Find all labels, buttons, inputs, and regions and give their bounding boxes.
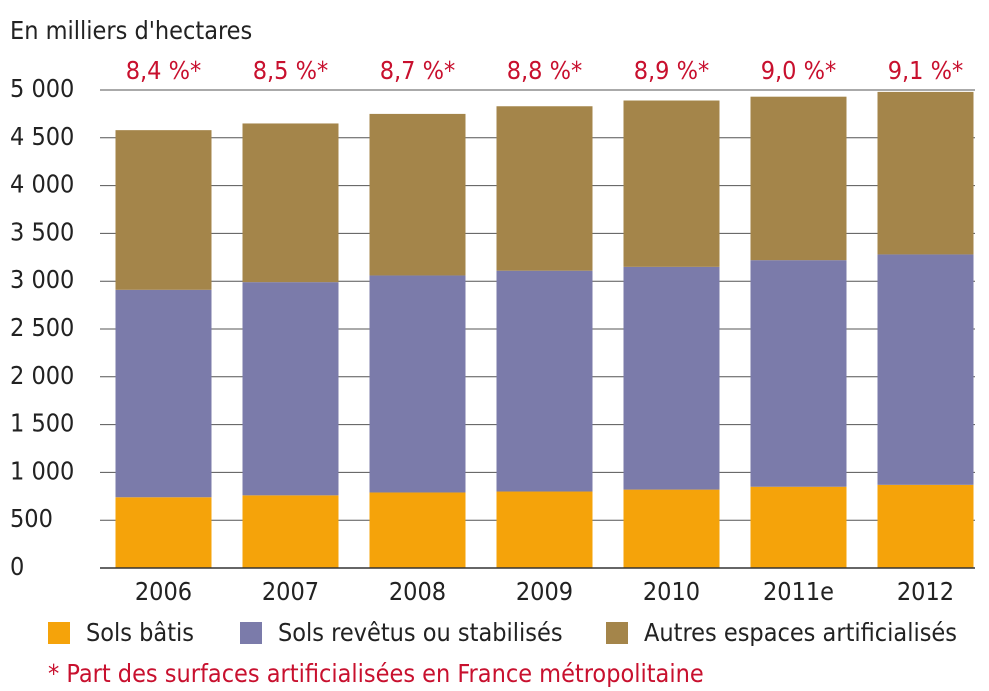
y-tick-label: 3 000 xyxy=(10,265,74,294)
x-tick-label: 2006 xyxy=(135,577,192,606)
y-tick-label: 1 500 xyxy=(10,409,74,438)
x-tick-label: 2011e xyxy=(763,577,834,606)
bar-segment xyxy=(242,123,339,283)
legend-swatch xyxy=(240,622,262,644)
bar-segment xyxy=(115,289,212,498)
bar-segment xyxy=(750,96,847,261)
bar-segment xyxy=(623,489,720,568)
legend-label: Sols revêtus ou stabilisés xyxy=(278,618,563,647)
share-label: 9,1 %* xyxy=(888,56,964,85)
y-tick-label: 0 xyxy=(10,552,24,581)
y-tick-label: 500 xyxy=(10,504,53,533)
x-tick-label: 2012 xyxy=(897,577,954,606)
x-tick-label: 2010 xyxy=(643,577,700,606)
y-tick-label: 3 500 xyxy=(10,217,74,246)
share-label: 8,4 %* xyxy=(126,56,202,85)
y-tick-label: 2 000 xyxy=(10,361,74,390)
bar-segment xyxy=(496,270,593,492)
bar-segment xyxy=(242,282,339,496)
bar-segment xyxy=(369,492,466,568)
legend-swatch xyxy=(48,622,70,644)
y-tick-label: 1 000 xyxy=(10,456,74,485)
bar-segment xyxy=(877,254,974,485)
y-tick-label: 4 000 xyxy=(10,170,74,199)
share-label: 9,0 %* xyxy=(761,56,837,85)
legend-label: Sols bâtis xyxy=(86,618,194,647)
legend-label: Autres espaces artificialisés xyxy=(644,618,957,647)
bar-segment xyxy=(877,91,974,255)
share-label: 8,9 %* xyxy=(634,56,710,85)
bar-segment xyxy=(750,260,847,487)
x-tick-label: 2007 xyxy=(262,577,319,606)
legend-swatch xyxy=(606,622,628,644)
bar-segment xyxy=(496,491,593,568)
bar-segment xyxy=(369,113,466,276)
bar-segment xyxy=(623,266,720,490)
y-tick-label: 4 500 xyxy=(10,122,74,151)
share-label: 8,8 %* xyxy=(507,56,583,85)
bar-segment xyxy=(242,495,339,568)
bar-segment xyxy=(369,275,466,493)
share-label: 8,7 %* xyxy=(380,56,456,85)
x-tick-label: 2009 xyxy=(516,577,573,606)
bar-segment xyxy=(750,486,847,568)
bar-segment xyxy=(115,130,212,290)
bar-segment xyxy=(496,106,593,271)
x-tick-label: 2008 xyxy=(389,577,446,606)
bar-segment xyxy=(623,100,720,267)
bar-segment xyxy=(115,497,212,568)
y-tick-label: 5 000 xyxy=(10,74,74,103)
share-label: 8,5 %* xyxy=(253,56,329,85)
axis-title: En milliers d'hectares xyxy=(10,16,252,45)
footnote: * Part des surfaces artificialisées en F… xyxy=(48,659,704,688)
y-tick-label: 2 500 xyxy=(10,313,74,342)
bar-segment xyxy=(877,484,974,568)
